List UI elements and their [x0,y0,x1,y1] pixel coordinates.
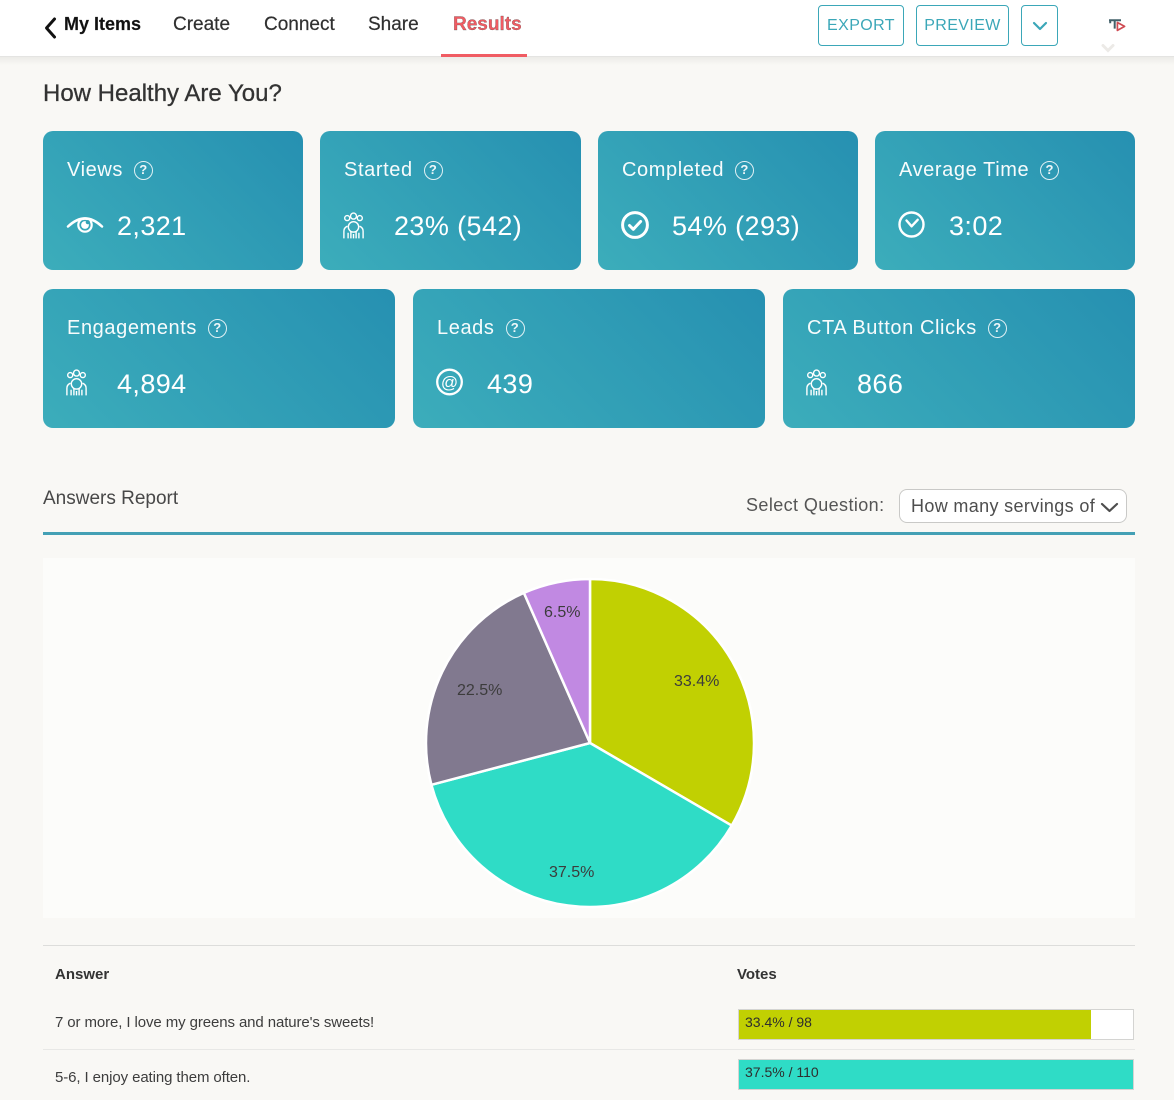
svg-text:22.5%: 22.5% [457,682,502,699]
svg-text:33.4%: 33.4% [674,673,719,690]
svg-text:@: @ [441,372,458,391]
svg-text:6.5%: 6.5% [544,604,580,621]
svg-text:37.5%: 37.5% [549,864,594,881]
